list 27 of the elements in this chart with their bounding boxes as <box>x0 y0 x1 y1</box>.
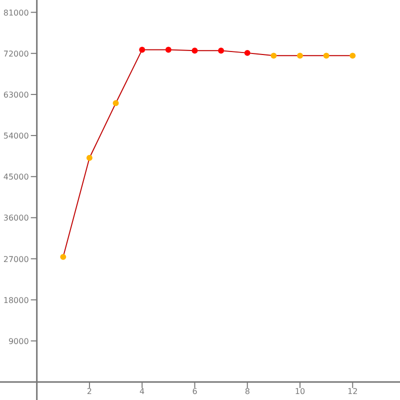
point <box>350 52 356 59</box>
point <box>192 48 198 54</box>
x-tick-label: 6 <box>192 386 198 396</box>
point <box>270 52 277 59</box>
y-tick-label: 81000 <box>3 8 29 18</box>
point <box>323 52 330 59</box>
point <box>112 100 119 106</box>
x-tick-label: 2 <box>86 386 92 396</box>
point <box>86 154 92 161</box>
y-tick-label: 54000 <box>3 132 29 141</box>
point <box>139 46 146 53</box>
x-tick-label: 8 <box>244 386 250 396</box>
y-tick-label: 9000 <box>8 336 29 346</box>
point <box>165 46 172 53</box>
x-tick-label: 4 <box>140 386 145 396</box>
y-tick-label: 36000 <box>3 214 29 223</box>
x-tick-label: 10 <box>294 386 306 396</box>
point <box>60 254 66 260</box>
y-tick-label: 27000 <box>3 254 29 264</box>
y-tick-label: 63000 <box>3 90 29 100</box>
point <box>244 50 250 56</box>
y-tick-label: 72000 <box>3 49 29 58</box>
x-tick-label: 12 <box>348 386 358 396</box>
y-tick-label: 18000 <box>3 296 29 305</box>
point <box>218 48 224 54</box>
y-tick-label: 45000 <box>3 172 29 182</box>
point <box>297 52 303 59</box>
